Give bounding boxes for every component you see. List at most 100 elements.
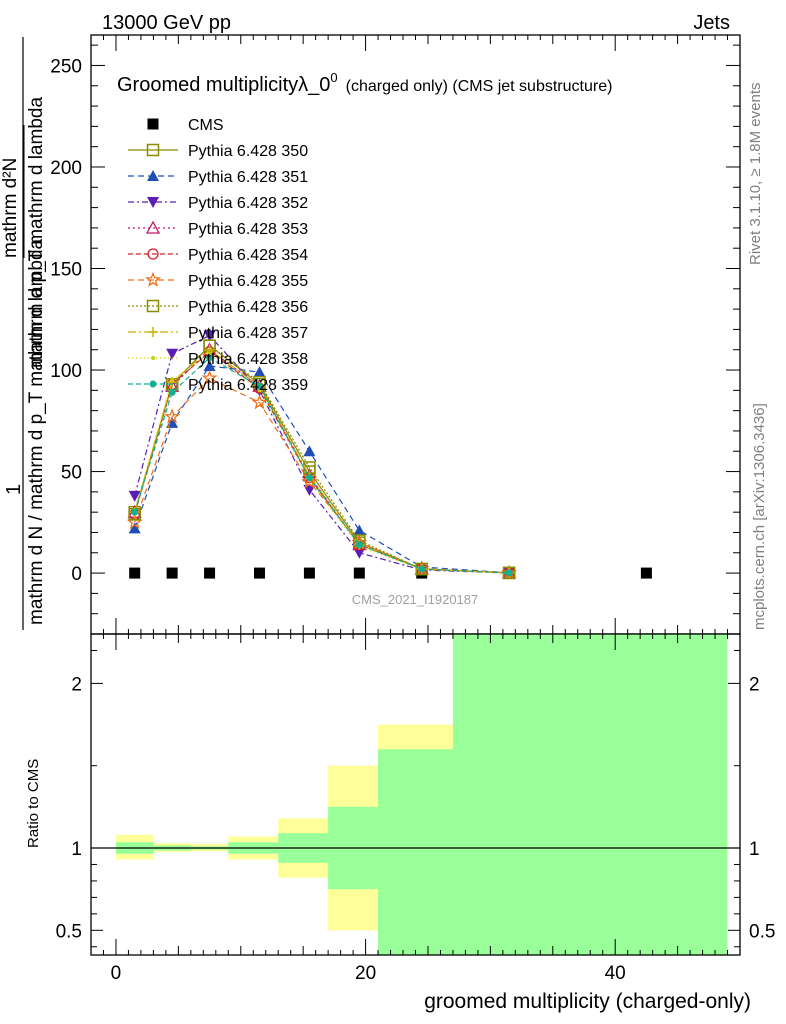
data-point bbox=[131, 508, 139, 516]
series-pythia-6-428-351 bbox=[128, 359, 516, 578]
data-point bbox=[640, 567, 652, 579]
legend-label: Pythia 6.428 357 bbox=[188, 325, 308, 342]
legend-label: Pythia 6.428 354 bbox=[188, 247, 308, 264]
data-point bbox=[129, 567, 141, 579]
legend-label: Pythia 6.428 352 bbox=[188, 195, 308, 212]
data-point bbox=[303, 484, 316, 496]
series-line bbox=[134, 377, 510, 574]
main-ylabel: 1 mathrm d N / mathrm d p_T mathrm d lam… bbox=[0, 37, 47, 630]
ylabel-denominator: mathrm d N / mathrm d p_T mathrm d lambd… bbox=[26, 238, 47, 625]
data-point bbox=[168, 388, 176, 396]
data-point bbox=[204, 567, 216, 579]
legend-marker bbox=[151, 356, 155, 360]
legend-marker bbox=[147, 170, 159, 181]
legend-marker bbox=[145, 220, 161, 234]
data-point bbox=[170, 378, 175, 383]
data-point bbox=[128, 522, 141, 534]
main-ytick-label: 0 bbox=[71, 564, 82, 585]
series-pythia-6-428-355 bbox=[126, 369, 518, 580]
chart-title-suffix: (charged only) (CMS jet substructure) bbox=[346, 78, 613, 95]
legend-label: CMS bbox=[188, 117, 224, 134]
legend-entry: Pythia 6.428 350 bbox=[128, 143, 308, 160]
ylabel-top2: mathrm d p_T mathrm d lambda bbox=[26, 97, 47, 368]
legend-marker bbox=[149, 380, 157, 388]
ratio-ytick-label-right: 1 bbox=[749, 839, 760, 860]
data-point bbox=[303, 567, 315, 579]
data-point bbox=[303, 445, 316, 457]
data-point bbox=[353, 524, 366, 536]
header-left: 13000 GeV pp bbox=[102, 12, 231, 34]
legend-label: Pythia 6.428 355 bbox=[188, 273, 308, 290]
legend-label: Pythia 6.428 351 bbox=[188, 169, 308, 186]
xtick-label: 0 bbox=[111, 963, 122, 984]
data-point bbox=[353, 567, 365, 579]
series-line bbox=[134, 353, 510, 574]
legend-entry: Pythia 6.428 356 bbox=[128, 299, 308, 316]
data-point bbox=[166, 567, 178, 579]
main-ytick-label: 250 bbox=[50, 56, 82, 77]
legend: CMS Pythia 6.428 350 Pythia 6.428 351 Pythi… bbox=[128, 117, 308, 394]
xtick-label: 20 bbox=[355, 963, 376, 984]
series-line bbox=[134, 351, 510, 574]
legend-entry: Pythia 6.428 357 bbox=[128, 325, 308, 342]
data-point bbox=[203, 359, 216, 371]
ratio-ytick-label: 1 bbox=[71, 839, 82, 860]
series-line bbox=[134, 344, 510, 574]
legend-entry: Pythia 6.428 358 bbox=[128, 351, 308, 368]
main-ytick-label: 100 bbox=[50, 361, 82, 382]
data-point bbox=[253, 366, 266, 378]
legend-label: Pythia 6.428 358 bbox=[188, 351, 308, 368]
analysis-watermark: CMS_2021_I1920187 bbox=[352, 592, 479, 607]
legend-entry: Pythia 6.428 359 bbox=[128, 377, 308, 394]
main-ytick-label: 200 bbox=[50, 158, 82, 179]
legend-entry: Pythia 6.428 351 bbox=[128, 169, 308, 186]
legend-marker bbox=[148, 327, 158, 337]
series-pythia-6-428-352 bbox=[128, 330, 516, 579]
legend-marker bbox=[146, 143, 160, 157]
ylabel-prefactor: 1 bbox=[3, 484, 25, 495]
legend-marker bbox=[145, 271, 161, 287]
data-point bbox=[505, 569, 513, 577]
legend-marker bbox=[147, 118, 159, 130]
data-point bbox=[166, 348, 179, 360]
data-point bbox=[206, 354, 214, 362]
mcplots-label: mcplots.cern.ch [arXiv:1306.3436] bbox=[751, 403, 768, 630]
main-ytick-label: 50 bbox=[61, 463, 82, 484]
ratio-plot: 0.5 0.51 12 20 20 40 bbox=[56, 35, 775, 984]
xlabel: groomed multiplicity (charged-only) bbox=[424, 990, 751, 1013]
ylabel-top: mathrm d²N bbox=[0, 158, 21, 258]
data-point bbox=[355, 541, 363, 549]
ratio-band-green bbox=[452, 634, 728, 955]
legend-entry: Pythia 6.428 353 bbox=[128, 220, 308, 238]
ratio-ylabel: Ratio to CMS bbox=[25, 759, 42, 848]
data-point bbox=[251, 394, 268, 410]
data-point bbox=[201, 369, 218, 385]
legend-label: Pythia 6.428 356 bbox=[188, 299, 308, 316]
series-pythia-6-428-356 bbox=[128, 339, 516, 580]
rivet-label: Rivet 3.1.10, ≥ 1.8M events bbox=[747, 83, 764, 266]
legend-entry: Pythia 6.428 355 bbox=[128, 271, 308, 290]
chart-title-main: Groomed multiplicity bbox=[117, 74, 298, 96]
series-pythia-6-428-359 bbox=[131, 354, 513, 577]
ratio-ytick-label-right: 2 bbox=[749, 674, 760, 695]
legend-entry: Pythia 6.428 352 bbox=[128, 195, 308, 212]
legend-entry: Pythia 6.428 354 bbox=[128, 247, 308, 264]
data-point bbox=[305, 474, 313, 482]
series-line bbox=[134, 334, 510, 574]
legend-label: Pythia 6.428 350 bbox=[188, 143, 308, 160]
header-right: Jets bbox=[693, 12, 730, 34]
data-point bbox=[253, 567, 265, 579]
legend-entry: CMS bbox=[147, 117, 224, 134]
legend-marker bbox=[147, 248, 159, 260]
data-point bbox=[164, 408, 181, 424]
data-point bbox=[128, 490, 141, 502]
xtick-label: 40 bbox=[605, 963, 626, 984]
series-cms bbox=[129, 567, 652, 579]
data-point bbox=[301, 473, 318, 489]
ratio-ytick-label: 0.5 bbox=[56, 921, 82, 942]
legend-label: Pythia 6.428 353 bbox=[188, 221, 308, 238]
chart-title-sup: 0 bbox=[330, 70, 337, 85]
chart-title-lambda: λ_0 bbox=[298, 74, 330, 96]
data-point bbox=[255, 382, 263, 390]
main-ytick-label: 150 bbox=[50, 260, 82, 281]
